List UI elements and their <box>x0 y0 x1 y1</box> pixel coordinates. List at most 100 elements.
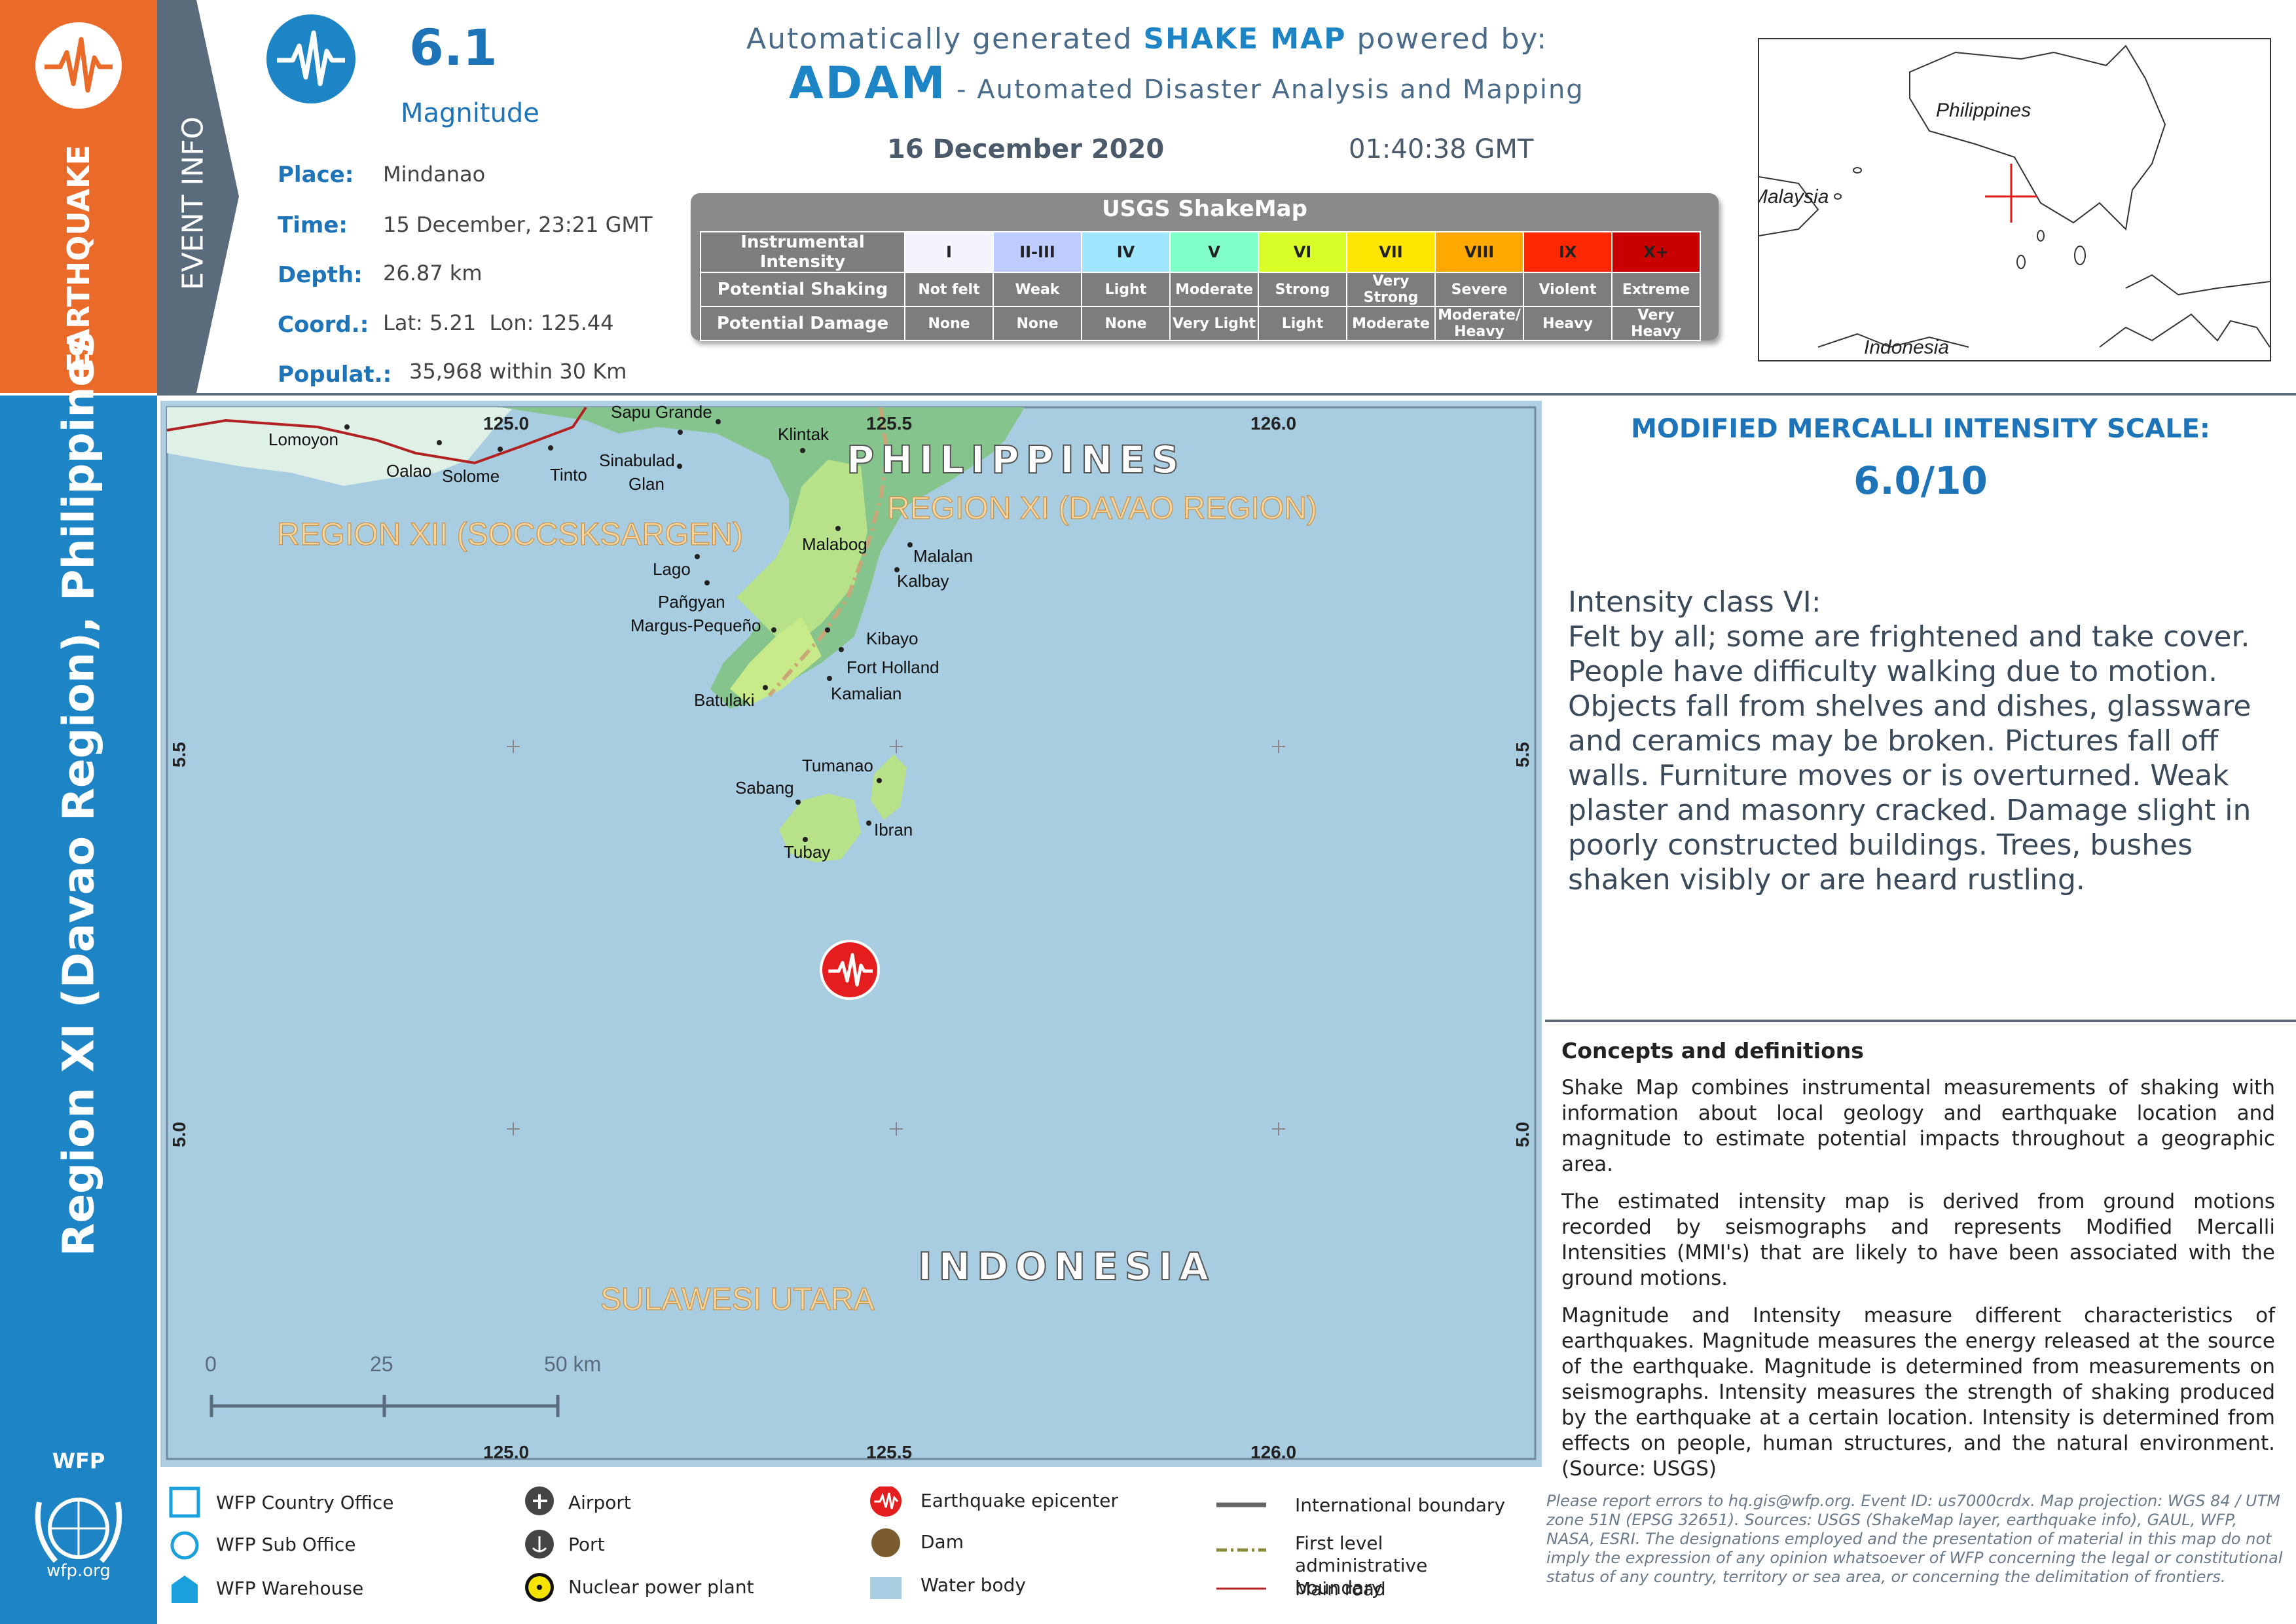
magnitude-value: 6.1 <box>409 18 498 77</box>
shakemap-cell-shaking: Very Strong <box>1346 272 1436 307</box>
shakemap-cell-shaking: Not felt <box>904 272 994 307</box>
wfp-logo-text: WFP <box>52 1449 105 1473</box>
inset-label-malaysia: Malaysia <box>1759 186 1829 208</box>
place-label: Sabang <box>735 778 794 798</box>
place-label: Pañgyan <box>658 592 725 612</box>
place-label: Kamalian <box>831 684 902 703</box>
region-bar: Region XI (Davao Region), Philippines WF… <box>0 332 157 1624</box>
legend-water: Water body <box>920 1574 1026 1596</box>
magnitude-icon <box>266 14 355 103</box>
scale-bar <box>210 1395 560 1417</box>
lat-tick: 5.0 <box>1512 1122 1533 1147</box>
wfp-url: wfp.org <box>46 1561 111 1581</box>
legend-symbols <box>169 1486 1266 1603</box>
mmi-title: MODIFIED MERCALLI INTENSITY SCALE: <box>1631 414 2210 444</box>
row-label: Potential Shaking <box>700 272 905 307</box>
row-label: Potential Damage <box>700 306 905 341</box>
shakemap-cell-shaking: Weak <box>993 272 1082 307</box>
place-label: Batulaki <box>694 690 755 710</box>
country-office-icon <box>169 1486 200 1518</box>
lat-tick: 5.5 <box>1512 742 1533 767</box>
country-label-philippines: PHILIPPINES <box>847 437 1186 482</box>
place-label: Malalan <box>913 546 973 566</box>
concepts-paragraph: The estimated intensity map is derived f… <box>1561 1190 2275 1290</box>
shakemap-cell-damage: None <box>993 306 1082 341</box>
lat-tick: 5.5 <box>169 742 189 767</box>
shakemap-table: Instrumental Intensity I II-III IV V VI VII VII… <box>700 231 1701 341</box>
legend-dam: Dam <box>920 1531 964 1553</box>
shakemap-cell-damage: Moderate/ Heavy <box>1434 306 1524 341</box>
inset-map-drawing: Philippines Malaysia Indonesia <box>1759 45 2270 358</box>
shakemap-cell-damage: Light <box>1258 306 1347 341</box>
region-label-xi: REGION XI (DAVAO REGION) <box>887 491 1317 526</box>
legend-port: Port <box>568 1534 605 1555</box>
legend-country-office: WFP Country Office <box>216 1492 394 1513</box>
legend-sub-office: WFP Sub Office <box>216 1534 356 1555</box>
header-title: Automatically generated SHAKE MAP powere… <box>746 22 1548 56</box>
scale-label: 25 <box>370 1352 393 1376</box>
shake-map[interactable]: 0 25 50 km 125.0 125.5 126.0 125.0 125.5… <box>160 401 1542 1467</box>
shakemap-cell-shaking: Severe <box>1434 272 1524 307</box>
place-value: Mindanao <box>383 162 486 187</box>
lat-tick: 5.0 <box>169 1122 189 1147</box>
report-time: 01:40:38 GMT <box>1349 134 1534 164</box>
place-label: Lomoyon <box>268 430 338 449</box>
shakemap-cell-intensity: II-III <box>993 231 1082 273</box>
country-label-indonesia: INDONESIA <box>918 1244 1215 1289</box>
dam-icon <box>871 1528 900 1557</box>
shakemap-cell-shaking: Violent <box>1523 272 1613 307</box>
intensity-description: Intensity class VI: Felt by all; some ar… <box>1568 585 2275 897</box>
intensity-text: Felt by all; some are frightened and tak… <box>1568 620 2251 896</box>
place-label: Oalao <box>386 461 431 481</box>
report-date: 16 December 2020 <box>887 134 1165 164</box>
shakemap-cell-shaking: Moderate <box>1169 272 1259 307</box>
legend-intl-boundary: International boundary <box>1295 1494 1506 1516</box>
place-label: Glan <box>629 474 665 494</box>
place-label: Place: <box>278 162 354 188</box>
lon-tick: 125.0 <box>483 1442 529 1462</box>
shakemap-cell-damage: Very Heavy <box>1611 306 1701 341</box>
coord-label: Coord.: <box>278 312 369 338</box>
place-label: Kalbay <box>897 571 949 591</box>
shakemap-cell-damage: Heavy <box>1523 306 1613 341</box>
place-label: Ibran <box>874 820 913 840</box>
map-legend: WFP Country Office WFP Sub Office WFP Wa… <box>169 1486 1544 1624</box>
lon-tick: 125.5 <box>866 413 912 434</box>
place-label: Tubay <box>784 842 830 862</box>
place-label: Tumanao <box>802 756 873 775</box>
region-title: Region XI (Davao Region), Philippines <box>53 331 104 1257</box>
place-label: Margus-Pequeño <box>630 616 761 635</box>
shakemap-cell-intensity: IX <box>1523 231 1613 273</box>
inset-label-philippines: Philippines <box>1936 100 2031 121</box>
depth-label: Depth: <box>278 262 363 288</box>
place-label: Klintak <box>778 424 829 444</box>
legend-main-road: Main road <box>1295 1578 1386 1600</box>
time-value: 15 December, 23:21 GMT <box>383 212 653 237</box>
scale-label: 0 <box>205 1352 217 1376</box>
admin-boundary-line <box>767 407 890 697</box>
shakemap-cell-shaking: Extreme <box>1611 272 1701 307</box>
graticule <box>507 740 1285 1135</box>
earthquake-icon <box>35 22 122 109</box>
legend-epicenter: Earthquake epicenter <box>920 1490 1118 1511</box>
warehouse-icon <box>172 1576 198 1603</box>
place-label: Lago <box>653 559 691 579</box>
panel-divider <box>1545 1020 2296 1022</box>
concepts-section: Concepts and definitions Shake Map combi… <box>1561 1038 2275 1494</box>
event-info-tab <box>157 0 239 393</box>
place-label: Tinto <box>550 465 587 485</box>
place-label: Kibayo <box>866 629 919 648</box>
lon-tick: 126.0 <box>1250 1442 1296 1462</box>
region-label-sulawesi: SULAWESI UTARA <box>600 1282 875 1317</box>
time-label: Time: <box>278 212 348 238</box>
place-label: Sapu Grande <box>611 402 712 422</box>
main-road-line <box>166 406 587 465</box>
shakemap-cell-intensity: IV <box>1081 231 1171 273</box>
lon-tick: 126.0 <box>1250 413 1296 434</box>
shakemap-cell-damage: Moderate <box>1346 306 1436 341</box>
legend-warehouse: WFP Warehouse <box>216 1578 364 1599</box>
legend-airport: Airport <box>568 1492 631 1513</box>
shakemap-cell-damage: None <box>1081 306 1171 341</box>
shakemap-scale: USGS ShakeMap Instrumental Intensity I II-… <box>691 193 1719 341</box>
shakemap-cell-damage: None <box>904 306 994 341</box>
